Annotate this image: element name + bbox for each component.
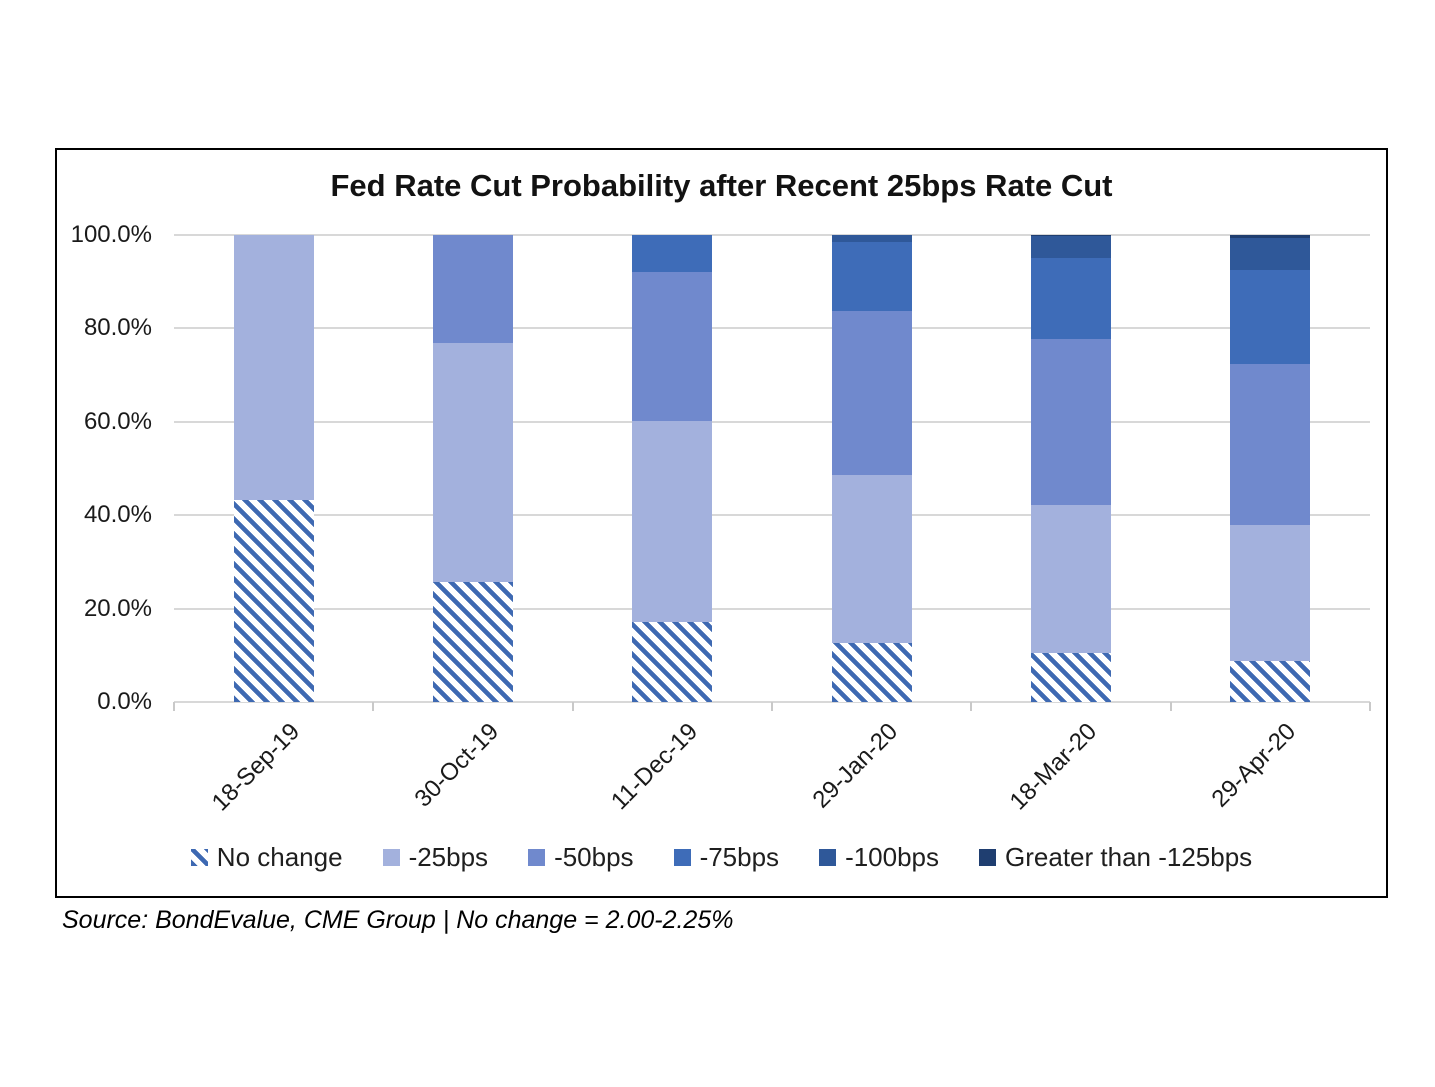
y-axis-tick-label: 80.0% (83, 314, 152, 342)
bar-segment--100bps (1230, 237, 1311, 270)
bar-segment--50bps (1031, 339, 1111, 505)
bar-segment-No change (831, 643, 912, 702)
legend-item: No change (190, 842, 343, 873)
gridline (174, 607, 1370, 610)
bar-segment--75bps (632, 235, 713, 272)
y-axis-tick-label: 0.0% (97, 688, 152, 715)
x-axis-tick (571, 702, 574, 711)
bar-segment--25bps (632, 420, 713, 622)
y-axis-tick-label: 60.0% (83, 407, 152, 435)
legend-swatch (673, 849, 691, 866)
x-axis-tick (970, 702, 973, 711)
gridline (174, 514, 1370, 517)
legend-item: -25bps (382, 842, 489, 873)
bar-segment--25bps (233, 235, 314, 500)
y-axis-tick-label: 20.0% (83, 594, 152, 622)
bar-segment-No change (1031, 653, 1111, 702)
bar-segment--25bps (433, 343, 513, 582)
legend-label: No change (216, 842, 343, 872)
x-axis-tick (372, 702, 375, 711)
gridline (174, 234, 1370, 236)
bar-18-Sep-19 (233, 235, 314, 702)
gridline (174, 327, 1370, 330)
x-axis-tick (771, 702, 773, 711)
bar-segment--50bps (433, 235, 513, 344)
chart-title: Fed Rate Cut Probability after Recent 25… (330, 168, 1113, 203)
legend-swatch (528, 849, 546, 866)
source-note: Source: BondEvalue, CME Group | No chang… (62, 906, 734, 934)
legend-label: -25bps (408, 842, 489, 872)
bar-segment-No change (632, 621, 713, 702)
legend-label: -100bps (845, 842, 940, 872)
bar-11-Dec-19 (632, 235, 713, 702)
bar-29-Jan-20 (831, 235, 912, 702)
bar-30-Oct-19 (433, 235, 513, 702)
legend-label: -50bps (554, 842, 634, 872)
plot-area: 0.0% 20.0% 40.0% 60.0% 80.0% 100.0% 18-Sep-19 3… (71, 221, 1371, 816)
y-axis-tick-label: 100.0% (70, 221, 152, 248)
x-axis-tick (1169, 702, 1172, 711)
bar-segment--25bps (1230, 525, 1311, 661)
legend-item: Greater than -125bps (979, 842, 1252, 873)
bar-segment--25bps (831, 474, 912, 644)
bar-segment--50bps (1230, 363, 1311, 526)
gridline (174, 420, 1370, 423)
bar-18-Mar-20 (1031, 235, 1111, 702)
legend-swatch (979, 849, 997, 866)
y-axis-tick-label: 40.0% (83, 501, 152, 529)
bar-segment--100bps (1031, 236, 1111, 259)
bar-29-Apr-20 (1230, 235, 1311, 702)
x-axis-tick (173, 702, 175, 711)
bar-segment-No change (233, 499, 314, 702)
bar-segment-Greater than -125bps (1230, 235, 1311, 238)
bar-segment--75bps (831, 242, 912, 312)
bar-segment--100bps (831, 235, 912, 243)
bar-segment--75bps (1230, 269, 1311, 364)
legend-item: -100bps (819, 842, 939, 873)
bar-segment-Greater than -125bps (1031, 235, 1111, 237)
legend-label: Greater than -125bps (1005, 842, 1253, 872)
legend-label: -75bps (699, 842, 780, 872)
bar-segment-No change (1230, 660, 1311, 702)
legend: No change -25bps -50bps -75bps -100bps Greate… (57, 842, 1386, 873)
bar-segment--50bps (632, 271, 713, 421)
legend-item: -50bps (528, 842, 634, 873)
legend-swatch (819, 849, 837, 866)
bar-segment--50bps (831, 311, 912, 475)
bar-segment-No change (433, 581, 513, 702)
chart-frame: Fed Rate Cut Probability after Recent 25… (55, 148, 1388, 898)
bar-segment--75bps (1031, 258, 1111, 340)
legend-swatch (190, 849, 208, 866)
x-axis-tick (1369, 702, 1371, 711)
bar-segment--25bps (1031, 504, 1111, 654)
legend-swatch (382, 849, 400, 866)
legend-item: -75bps (673, 842, 780, 873)
